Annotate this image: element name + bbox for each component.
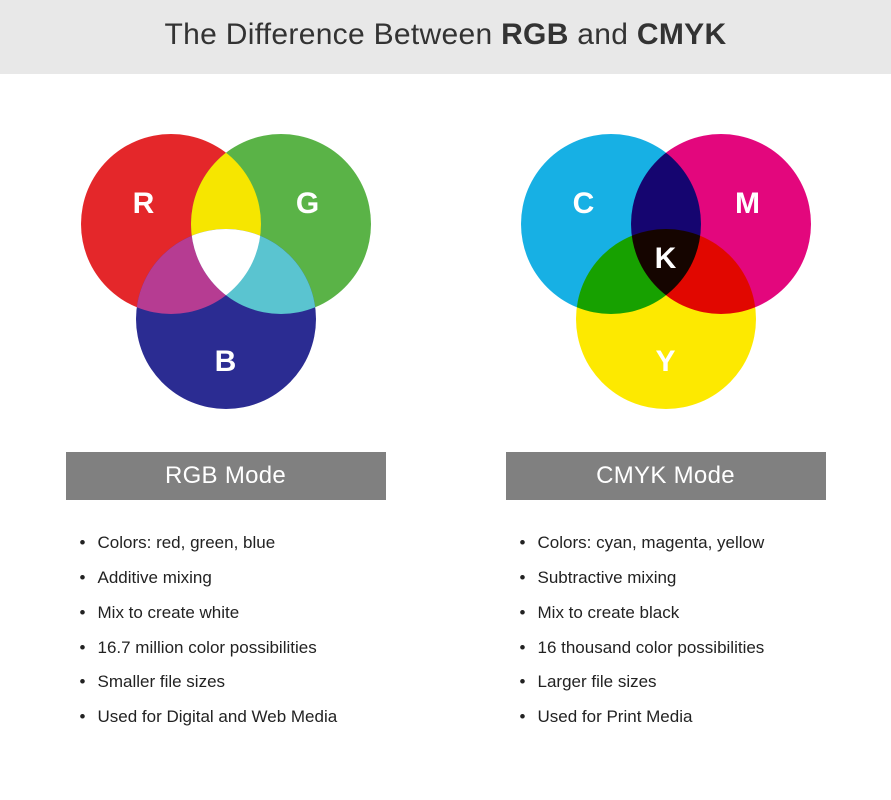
rgb-mode-bar: RGB Mode [66,452,386,500]
header-bar: The Difference Between RGB and CMYK [0,0,891,74]
list-item: Subtractive mixing [516,561,826,596]
list-item: Mix to create black [516,596,826,631]
content: RGB RGB Mode Colors: red, green, blueAdd… [0,74,891,735]
cmyk-panel: CMKY CMYK Mode Colors: cyan, magenta, ye… [506,114,826,735]
title-pre: The Difference Between [165,18,502,51]
rgb-panel: RGB RGB Mode Colors: red, green, blueAdd… [66,114,386,735]
list-item: Smaller file sizes [76,665,386,700]
list-item: 16 thousand color possibilities [516,631,826,666]
list-item: Mix to create white [76,596,386,631]
title-mid: and [569,18,637,51]
cmyk-venn-svg [506,114,826,424]
list-item: 16.7 million color possibilities [76,631,386,666]
title-bold-rgb: RGB [501,18,569,51]
cmyk-venn-diagram: CMKY [506,114,826,424]
list-item: Larger file sizes [516,665,826,700]
cmyk-bullet-list: Colors: cyan, magenta, yellowSubtractive… [506,526,826,735]
venn-circle [576,229,756,409]
rgb-venn-svg [66,114,386,424]
rgb-venn-diagram: RGB [66,114,386,424]
list-item: Used for Digital and Web Media [76,700,386,735]
list-item: Colors: cyan, magenta, yellow [516,526,826,561]
list-item: Additive mixing [76,561,386,596]
cmyk-mode-bar: CMYK Mode [506,452,826,500]
title-bold-cmyk: CMYK [637,18,727,51]
rgb-bullet-list: Colors: red, green, blueAdditive mixingM… [66,526,386,735]
list-item: Colors: red, green, blue [76,526,386,561]
list-item: Used for Print Media [516,700,826,735]
page-title: The Difference Between RGB and CMYK [0,18,891,52]
